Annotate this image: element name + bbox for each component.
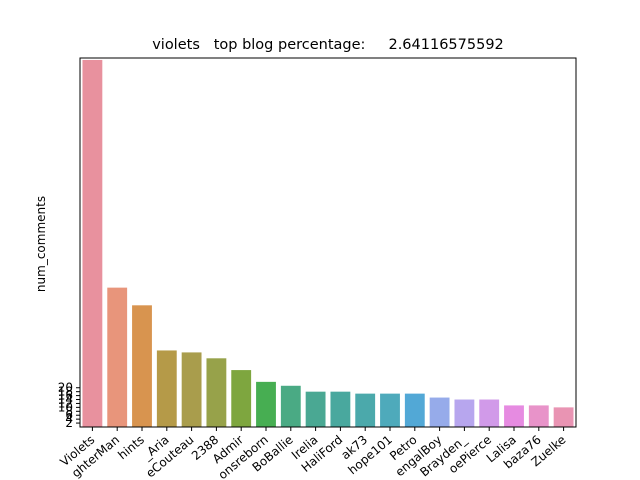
bar--aria: [156, 350, 177, 427]
bar-admir: [231, 370, 252, 427]
bar-bengalboy: [429, 397, 450, 427]
bar-irelia: [305, 391, 326, 427]
bar-fighterman: [107, 287, 128, 427]
plot-frame: [79, 57, 577, 428]
bar-lecouteau: [181, 352, 202, 427]
x-tick-label: hints: [115, 433, 147, 463]
bar-lionsreborn: [256, 381, 276, 427]
bar-haliford: [330, 391, 351, 427]
bar-lalisa: [504, 405, 524, 427]
bar-hints: [132, 305, 152, 427]
y-tick-label: 16: [58, 389, 73, 403]
bar-2388: [206, 358, 227, 427]
y-tick-label: 18: [58, 385, 73, 399]
bar-petro: [404, 393, 425, 427]
y-tick-label: 6: [65, 408, 73, 422]
y-tick-label: 10: [58, 400, 73, 414]
bar-boboballie: [280, 385, 301, 427]
y-tick-label: 2: [65, 416, 73, 430]
bar-ak73: [355, 393, 376, 427]
bar-hope101: [380, 393, 400, 427]
y-tick-label: 12: [58, 396, 73, 410]
bars-group: [82, 59, 574, 428]
bar-brayden-: [454, 399, 475, 427]
bar-zuelke: [553, 407, 574, 427]
y-tick-label: 14: [58, 393, 73, 407]
y-axis-label: num_comments: [34, 196, 48, 292]
bar-joepierce: [479, 399, 500, 427]
bar-baza76: [528, 405, 549, 427]
y-tick-label: 20: [58, 381, 73, 395]
chart-title: violets top blog percentage: 2.641165755…: [152, 37, 504, 53]
x-ticks-group: VioletsghterManhints_AriaeCouteau2388Adm…: [57, 427, 569, 480]
y-tick-label: 8: [65, 404, 73, 418]
y-tick-label: 4: [65, 412, 73, 426]
bar-violets: [82, 59, 103, 428]
